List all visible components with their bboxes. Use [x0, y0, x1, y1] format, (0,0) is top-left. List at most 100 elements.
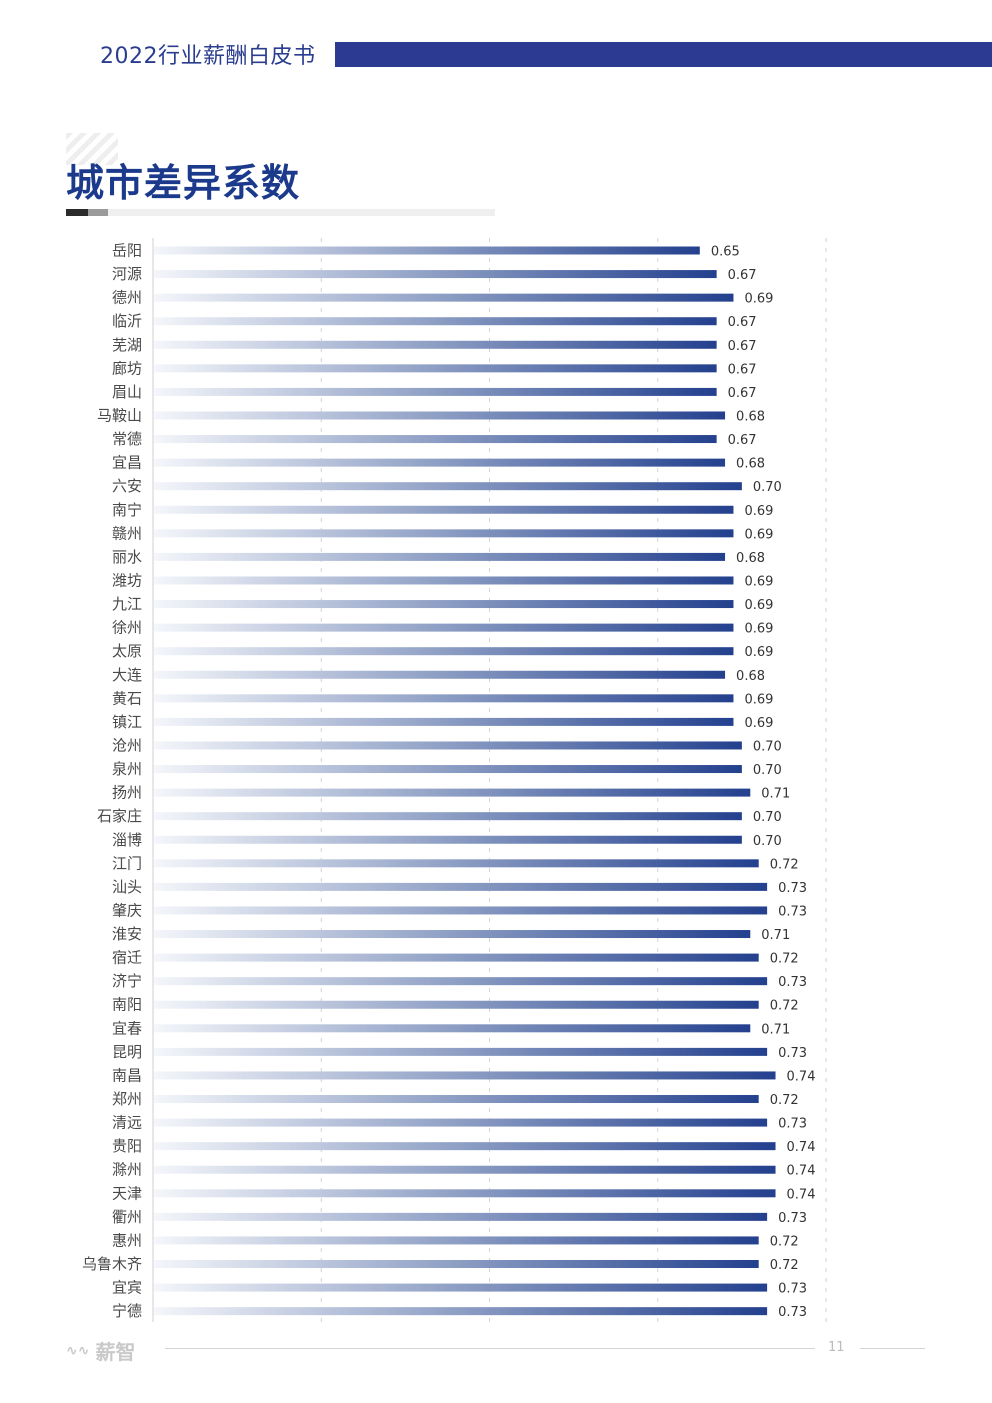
bar — [154, 694, 734, 703]
footer-divider-left — [165, 1348, 815, 1349]
category-label: 徐州 — [112, 619, 142, 637]
category-label: 贵阳 — [112, 1137, 142, 1155]
bar — [154, 458, 726, 467]
bar — [154, 246, 700, 255]
category-label: 淄博 — [112, 831, 142, 849]
bar — [154, 1071, 776, 1080]
footer-divider-right — [860, 1348, 925, 1349]
bar — [154, 1236, 759, 1245]
value-label: 0.67 — [728, 315, 757, 330]
page-number: 11 — [828, 1340, 845, 1355]
value-label: 0.69 — [744, 504, 773, 519]
bar — [154, 552, 726, 561]
bar — [154, 647, 734, 656]
value-label: 0.68 — [736, 457, 765, 472]
bar — [154, 670, 726, 679]
category-label: 马鞍山 — [97, 406, 142, 424]
bar — [154, 765, 742, 774]
bar — [154, 977, 768, 986]
bars: 岳阳 0.65 河源 0.67 德州 0.69 临沂 0.67 芜湖 0.67 廊坊 0.67 眉山 0.… — [82, 242, 815, 1321]
title-hatch-decoration — [66, 133, 118, 165]
category-label: 宿迁 — [112, 949, 142, 967]
wave-logo-icon: ∿∿ — [66, 1342, 90, 1359]
value-label: 0.70 — [753, 763, 782, 778]
bar — [154, 576, 734, 585]
value-label: 0.72 — [770, 999, 799, 1014]
category-label: 岳阳 — [112, 242, 142, 260]
bar — [154, 717, 734, 726]
value-label: 0.69 — [744, 574, 773, 589]
section-title: 城市差异系数 — [66, 161, 301, 205]
value-label: 0.71 — [761, 787, 790, 802]
value-label: 0.67 — [728, 362, 757, 377]
category-label: 济宁 — [112, 972, 142, 990]
value-label: 0.73 — [778, 1211, 807, 1226]
bar — [154, 623, 734, 632]
category-label: 德州 — [112, 289, 142, 307]
value-label: 0.69 — [744, 527, 773, 542]
value-label: 0.72 — [770, 857, 799, 872]
category-label: 郑州 — [112, 1090, 142, 1108]
value-label: 0.70 — [753, 739, 782, 754]
value-label: 0.68 — [736, 669, 765, 684]
category-label: 清远 — [112, 1114, 142, 1132]
bar — [154, 600, 734, 609]
value-label: 0.69 — [744, 598, 773, 613]
value-label: 0.67 — [728, 433, 757, 448]
value-label: 0.67 — [728, 386, 757, 401]
value-label: 0.73 — [778, 1046, 807, 1061]
bar — [154, 505, 734, 514]
value-label: 0.73 — [778, 1282, 807, 1297]
bar — [154, 1047, 768, 1056]
grid-lines — [152, 238, 827, 1322]
title-underline-light — [108, 209, 495, 216]
category-label: 扬州 — [112, 784, 142, 802]
value-label: 0.67 — [728, 339, 757, 354]
value-label: 0.74 — [787, 1164, 816, 1179]
bar — [154, 435, 717, 444]
value-label: 0.69 — [744, 622, 773, 637]
category-label: 黄石 — [112, 689, 142, 707]
bar — [154, 1024, 751, 1033]
bar — [154, 387, 717, 396]
bar — [154, 1307, 768, 1316]
category-label: 江门 — [112, 854, 142, 872]
title-underline-gray — [88, 209, 108, 216]
value-label: 0.73 — [778, 1305, 807, 1320]
bar — [154, 788, 751, 797]
category-label: 宁德 — [112, 1302, 142, 1320]
value-label: 0.71 — [761, 928, 790, 943]
category-label: 六安 — [112, 477, 142, 495]
bar — [154, 529, 734, 538]
value-label: 0.72 — [770, 952, 799, 967]
footer-logo: ∿∿ 薪智 — [66, 1336, 135, 1365]
bar — [154, 859, 759, 868]
bar — [154, 1189, 776, 1198]
category-label: 衢州 — [112, 1208, 142, 1226]
category-label: 眉山 — [112, 383, 142, 401]
category-label: 石家庄 — [97, 807, 142, 825]
category-label: 沧州 — [112, 736, 142, 754]
bar — [154, 812, 742, 821]
value-label: 0.69 — [744, 645, 773, 660]
bar — [154, 317, 717, 326]
category-label: 宜宾 — [112, 1279, 142, 1297]
bar — [154, 1000, 759, 1009]
header-title: 2022行业薪酬白皮书 — [100, 44, 316, 69]
category-label: 镇江 — [112, 713, 142, 731]
value-label: 0.68 — [736, 551, 765, 566]
category-label: 宜昌 — [112, 454, 142, 472]
bar — [154, 1283, 768, 1292]
footer-logo-text: 薪智 — [95, 1340, 136, 1364]
value-label: 0.73 — [778, 904, 807, 919]
value-label: 0.73 — [778, 881, 807, 896]
category-label: 临沂 — [112, 312, 142, 330]
category-label: 常德 — [112, 430, 142, 448]
value-label: 0.65 — [711, 245, 740, 260]
bar — [154, 741, 742, 750]
category-label: 惠州 — [112, 1231, 142, 1249]
bar — [154, 953, 759, 962]
value-label: 0.74 — [787, 1140, 816, 1155]
bar — [154, 482, 742, 491]
